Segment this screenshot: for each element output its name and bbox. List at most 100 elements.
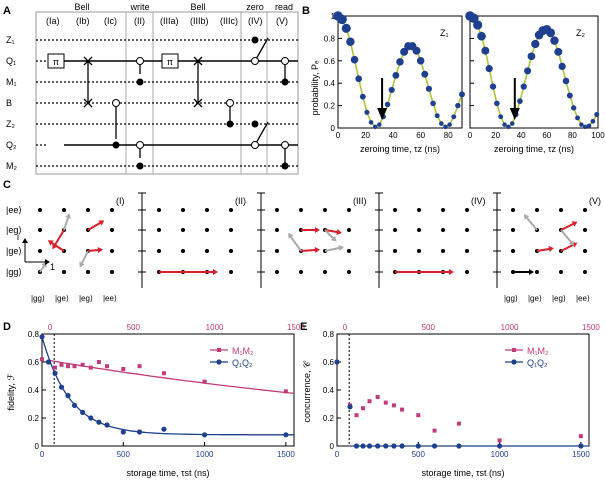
bloch-vector-head — [571, 221, 578, 227]
bloch-vector — [300, 249, 316, 252]
ytick-label: 0.2 — [323, 414, 335, 423]
b-xtick-label: 20 — [491, 131, 500, 140]
ytick-label: 0.4 — [323, 386, 335, 395]
grid-dot — [229, 249, 233, 253]
data-point — [39, 334, 45, 340]
grid-dot — [38, 208, 42, 212]
bloch-vector — [560, 244, 574, 252]
data-point — [509, 121, 515, 126]
data-point — [481, 46, 490, 55]
grid-dot — [559, 208, 563, 212]
data-point — [579, 122, 584, 127]
data-point — [366, 443, 373, 449]
data-point — [350, 55, 359, 64]
legend-label: M₁M₂ — [527, 346, 549, 356]
data-point — [72, 364, 77, 369]
grid-dot — [62, 208, 66, 212]
top-xtick-label: 500 — [422, 323, 436, 332]
bloch-vector — [324, 229, 334, 239]
panel-label-b: B — [302, 5, 310, 17]
data-point — [594, 112, 600, 118]
grid-dot — [441, 249, 445, 253]
bloch-vector — [536, 248, 550, 252]
qubit-row-label: Q₁ — [6, 56, 16, 66]
bloch-vector-head — [97, 247, 103, 253]
data-point — [558, 62, 566, 71]
data-point — [53, 365, 58, 370]
data-point — [66, 364, 71, 369]
ytick-label: 0.6 — [323, 358, 335, 367]
bloch-vector — [51, 242, 65, 252]
panel-label-c: C — [3, 179, 11, 191]
data-point — [489, 83, 497, 90]
data-point — [562, 77, 570, 85]
data-point — [506, 124, 511, 130]
grid-dot — [441, 228, 445, 232]
state-col-label: |ee⟩ — [576, 294, 590, 303]
bloch-vector — [290, 236, 302, 252]
data-point — [578, 434, 583, 439]
data-point — [546, 28, 556, 38]
data-point — [425, 85, 433, 92]
b-right-axes — [469, 15, 599, 129]
axis-i-label: i — [17, 232, 19, 242]
data-point — [496, 443, 503, 449]
grid-dot — [393, 249, 397, 253]
xtick-label: 1000 — [196, 450, 214, 459]
bloch-vector — [324, 229, 338, 233]
grid-dot — [583, 208, 587, 212]
grid-dot — [323, 208, 327, 212]
data-point — [400, 47, 409, 56]
ytick-label: 0 — [330, 442, 335, 451]
qubit-row-label: B — [6, 98, 12, 108]
bloch-vector — [560, 229, 572, 243]
qubit-row-label: Q₂ — [6, 140, 17, 150]
pi-gate-label: π — [53, 57, 59, 67]
grid-dot — [511, 208, 515, 212]
data-point — [96, 360, 101, 364]
data-point — [136, 429, 143, 435]
c-subpanel-label: (V) — [589, 196, 601, 206]
data-point — [416, 413, 421, 418]
grid-dot — [465, 208, 469, 212]
top-xtick-label: 1000 — [501, 323, 519, 332]
bloch-vector-head — [213, 269, 218, 275]
data-point — [494, 100, 500, 107]
data-point — [58, 384, 65, 390]
qubit-row-label: M₁ — [6, 77, 17, 87]
grid-dot — [205, 208, 209, 212]
state-col-label: |gg⟩ — [504, 294, 518, 303]
grid-dot — [62, 270, 66, 274]
bloch-vector — [87, 249, 99, 252]
data-point — [360, 443, 366, 449]
data-point — [391, 443, 397, 449]
b-ytick-label: 0.8 — [324, 34, 336, 43]
bloch-vector-head — [336, 229, 342, 235]
xtick-label: 1500 — [572, 450, 590, 459]
grid-dot — [157, 249, 161, 253]
data-point — [392, 71, 400, 79]
grid-dot — [393, 208, 397, 212]
bloch-vector-head — [52, 243, 58, 250]
data-point — [554, 47, 563, 56]
data-point — [416, 57, 425, 65]
data-point — [443, 124, 448, 130]
data-point — [456, 443, 462, 449]
bloch-vector — [81, 250, 89, 264]
c-subpanel-label: (I) — [116, 196, 125, 206]
data-point — [400, 407, 405, 412]
xtick-label: 500 — [117, 450, 131, 459]
data-point — [497, 438, 502, 443]
xtick-label: 500 — [412, 450, 426, 459]
state-row-label: |ge⟩ — [6, 246, 22, 256]
data-point — [65, 393, 71, 399]
data-point — [447, 122, 452, 127]
data-point — [430, 100, 436, 107]
top-xtick-label: 500 — [127, 323, 141, 332]
b-ytick-label: 0.6 — [324, 57, 336, 66]
data-point — [346, 37, 355, 46]
grid-dot — [417, 228, 421, 232]
ytick-label: 0.2 — [28, 414, 40, 423]
ytick-label: 0.8 — [28, 330, 40, 339]
top-xtick-label: 0 — [48, 323, 53, 332]
